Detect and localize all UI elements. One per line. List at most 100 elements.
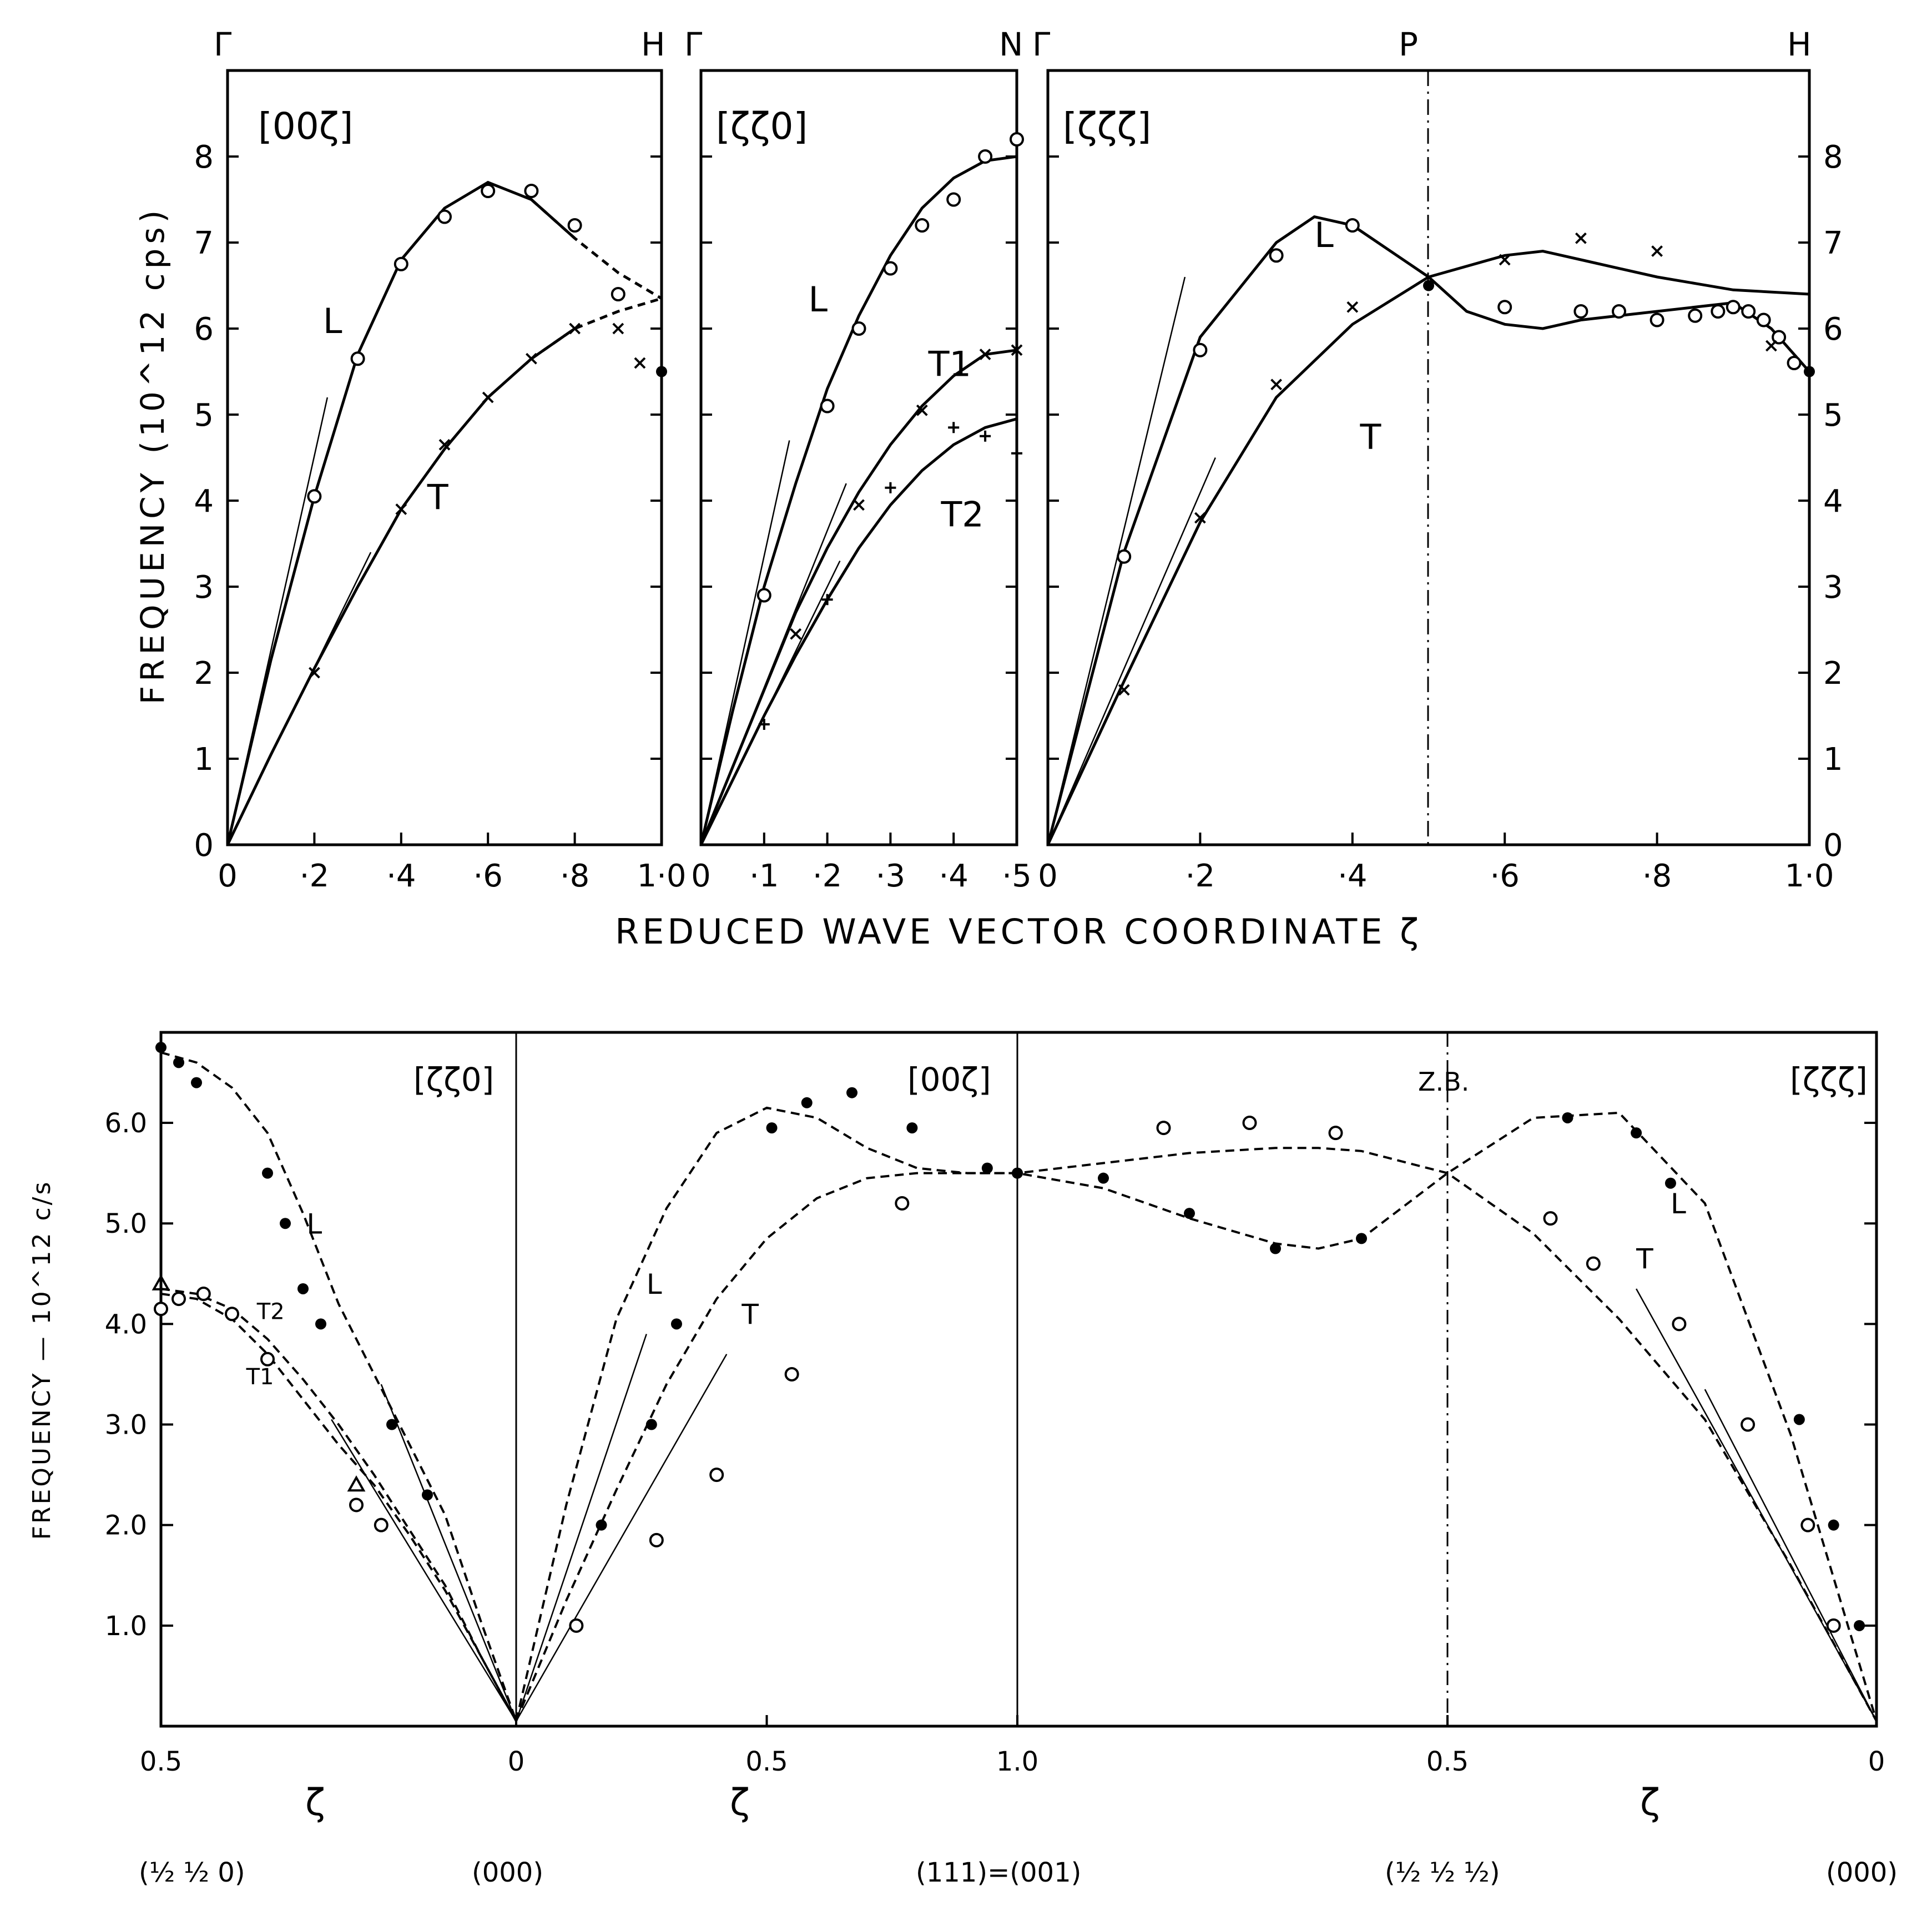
panel-1-marker-L — [394, 256, 408, 271]
bottom-slope-line-5 — [1704, 1389, 1878, 1722]
bottom-x-tick-label: 0 — [1868, 1746, 1885, 1777]
panel-3-x-tick-label: 0 — [1038, 858, 1058, 894]
panel-2-marker-T1 — [916, 404, 928, 416]
panel-3-curve-T — [1046, 249, 1810, 846]
bottom-y-tick-label: 4.0 — [105, 1309, 147, 1340]
bottom-marker-L — [981, 1162, 993, 1174]
bottom-marker-T — [1741, 1417, 1756, 1432]
bottom-marker-L — [422, 1489, 433, 1501]
panel-1-slope-line-1 — [226, 397, 329, 845]
panel-2-slope-line-2 — [700, 483, 847, 845]
panel-1-marker-L — [307, 489, 322, 504]
bottom-zeta-label-1: ζ — [305, 1781, 325, 1824]
bottom-marker-T — [374, 1517, 389, 1532]
panel-3-marker-L — [1726, 300, 1741, 315]
bottom-marker-L — [766, 1122, 778, 1134]
panel-2-marker-T1 — [979, 349, 991, 360]
bottom-marker-T — [569, 1618, 584, 1633]
bottom-marker-zone — [1012, 1167, 1023, 1179]
panel-2-marker-L — [1010, 132, 1024, 147]
bottom-marker-T — [1586, 1256, 1601, 1271]
panel-2-marker-T2 — [980, 430, 991, 442]
panel-2-series-label-T1: T1 — [928, 344, 971, 384]
bottom-marker-L — [670, 1318, 682, 1330]
panel-3-marker-L — [1772, 330, 1787, 345]
panel-2-x-tick-label: 0 — [691, 858, 711, 894]
bottom-marker-T — [154, 1302, 168, 1317]
bottom-marker-T — [225, 1307, 239, 1322]
panel-3-marker-L — [1193, 342, 1208, 357]
bottom-marker-L — [1184, 1208, 1195, 1219]
panel-3-marker-zone — [1804, 366, 1815, 377]
panel-1-marker-T — [612, 322, 624, 335]
panel-3-marker-L — [1741, 304, 1756, 319]
panel-2-x-tick-label: ·3 — [876, 858, 905, 894]
panel-1-y-tick-label: 2 — [194, 655, 214, 692]
bottom-series-label-1: L — [306, 1208, 322, 1240]
bottom-segment-title-2: [00ζ] — [907, 1061, 991, 1098]
panel-2-curve-T2 — [699, 417, 1017, 846]
bottom-marker-T — [1543, 1211, 1558, 1226]
bottom-series-label-2: T2 — [256, 1299, 285, 1324]
panel-1-y-tick-label: 0 — [194, 828, 214, 864]
panel-3-y-tick-label: 7 — [1823, 225, 1843, 261]
panel-3-x-tick-label: ·4 — [1338, 858, 1367, 894]
bottom-marker-L — [262, 1167, 273, 1179]
bottom-marker-L — [1631, 1127, 1642, 1139]
bottom-segment-title-3: [ζζζ] — [1790, 1061, 1868, 1098]
bottom-point-label-2: (000) — [472, 1857, 543, 1888]
bottom-marker-T — [1672, 1317, 1687, 1332]
panel-1-marker-T — [395, 503, 407, 515]
panel-2-marker-L — [915, 218, 930, 233]
panel-1-curve-L-dashed — [530, 198, 663, 300]
panel-2-marker-L — [851, 321, 866, 336]
bottom-y-tick-label: 1.0 — [105, 1611, 147, 1642]
panel-2-gamma-label: Γ — [684, 26, 702, 63]
panel-2-n-label: N — [999, 26, 1023, 63]
bottom-marker-L — [1828, 1519, 1839, 1531]
bottom-marker-T — [1328, 1126, 1343, 1141]
bottom-marker-T1 — [152, 1274, 170, 1290]
bottom-x-tick-label: 0.5 — [1426, 1746, 1469, 1777]
panel-1-x-tick-label: ·8 — [560, 858, 589, 894]
panel-2-series-label-L: L — [808, 279, 828, 320]
panel-2-marker-T2 — [885, 482, 896, 493]
panel-1-marker-zone — [656, 366, 667, 377]
panel-2-marker-L — [756, 588, 771, 603]
bottom-curve-L [00ζ]+[ζζζ] — [515, 1106, 1878, 1722]
panel-3-marker-T — [1765, 340, 1777, 352]
panel-2-marker-T2 — [948, 422, 960, 433]
panel-1-marker-L — [350, 351, 365, 366]
bottom-marker-T — [1800, 1517, 1815, 1532]
panel-3-marker-L — [1711, 304, 1726, 319]
panel-2-slope-line-3 — [700, 560, 841, 845]
panel-1-x-tick-label: ·4 — [386, 858, 416, 894]
bottom-curve-L [ζζ0] — [160, 1051, 517, 1722]
bottom-zeta-label-2: ζ — [730, 1781, 750, 1824]
panel-3-y-tick-label: 5 — [1823, 397, 1843, 433]
bottom-point-label-3: (111)=(001) — [916, 1857, 1081, 1888]
panel-3-x-tick-label: ·8 — [1642, 858, 1672, 894]
panel-3-marker-L — [1345, 218, 1360, 233]
panel-3-y-tick-label: 2 — [1823, 655, 1843, 692]
bottom-marker-T — [1826, 1618, 1841, 1633]
panel-3-marker-T — [1499, 254, 1511, 266]
bottom-y-tick-label: 3.0 — [105, 1410, 147, 1441]
panel-1-gamma-label: Γ — [214, 26, 231, 63]
bottom-marker-L — [297, 1283, 309, 1294]
panel-1-curve-L — [226, 180, 576, 845]
bottom-series-label-4: L — [647, 1268, 662, 1300]
bottom-marker-L — [1356, 1233, 1367, 1244]
panel-1-y-tick-label: 4 — [194, 483, 214, 520]
panel-2-x-tick-label: ·5 — [1002, 858, 1031, 894]
panel-2-marker-L — [820, 399, 835, 414]
bottom-curve-T2 [ζζ0] — [160, 1288, 517, 1722]
panel-3-series-label-T: T — [1360, 417, 1382, 457]
bottom-marker-L — [191, 1077, 202, 1088]
panel-1-marker-T — [634, 357, 646, 369]
bottom-marker-T — [649, 1532, 664, 1547]
panel-2-marker-T2 — [758, 719, 770, 730]
bottom-marker-L — [386, 1419, 397, 1430]
panel-3-x-tick-label: 1·0 — [1784, 858, 1834, 894]
